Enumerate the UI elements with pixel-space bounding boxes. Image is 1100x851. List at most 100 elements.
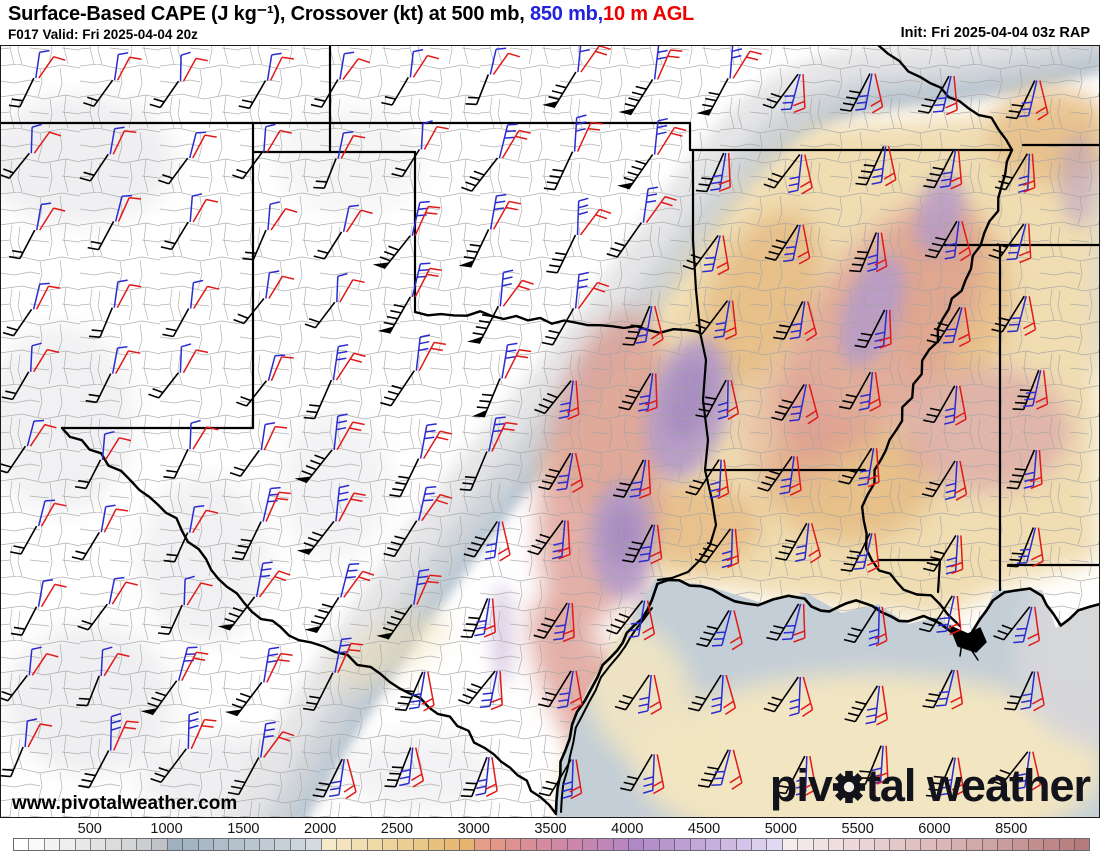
wind-barb: [103, 652, 130, 677]
wind-barb: [538, 759, 572, 797]
colorbar-cell: [444, 839, 460, 850]
wind-barb: [576, 121, 603, 152]
colorbar-cell: [890, 839, 906, 850]
wind-barb: [642, 186, 659, 223]
wind-barb: [729, 610, 743, 651]
wind-barb: [242, 229, 267, 261]
wind-barb: [944, 221, 960, 260]
wind-barb: [762, 73, 799, 109]
wind-barb: [726, 379, 740, 420]
river: [860, 148, 1014, 628]
wind-barb: [716, 235, 730, 276]
wind-barb: [1023, 449, 1038, 489]
wind-barb: [642, 754, 655, 794]
wind-barb: [991, 751, 1029, 786]
wind-barb: [788, 456, 802, 496]
wind-barb: [30, 123, 42, 154]
wind-barb: [103, 508, 129, 533]
wind-barb: [858, 372, 874, 411]
wind-barb: [504, 349, 532, 379]
wind-barb: [417, 485, 437, 521]
wind-barb: [497, 521, 511, 562]
wind-barb: [839, 73, 871, 112]
logo-text-left: piv: [769, 760, 833, 811]
wind-barb: [1013, 606, 1033, 644]
wind-barb: [709, 459, 722, 499]
wind-barb: [569, 759, 583, 800]
wind-barb: [926, 306, 961, 344]
colorbar-cell: [582, 839, 599, 850]
wind-barb: [1006, 223, 1027, 261]
wind-barb: [1023, 296, 1037, 336]
wind-barb: [557, 670, 574, 709]
wind-barb: [1007, 296, 1027, 333]
wind-barb: [263, 123, 276, 153]
wind-barb: [651, 754, 665, 795]
mississippi-delta: [949, 625, 987, 661]
wind-barb: [2, 308, 33, 337]
colorbar-cell: [1074, 839, 1090, 850]
wind-barb: [265, 270, 280, 299]
wind-barb: [682, 235, 719, 271]
wind-barb: [177, 646, 198, 681]
wind-barb: [726, 528, 740, 569]
wind-barb: [414, 267, 442, 298]
wind-barb: [628, 600, 646, 639]
wind-barb: [546, 234, 577, 274]
wind-barb: [696, 609, 730, 648]
wind-barb: [566, 380, 580, 420]
colorbar-cell: [183, 839, 199, 850]
wind-barb: [1006, 449, 1036, 490]
wind-barb: [702, 78, 729, 116]
wind-barb: [231, 681, 263, 717]
wind-barb: [77, 603, 108, 631]
colorbar-cell: [521, 839, 537, 850]
wind-barb: [764, 224, 799, 261]
colorbar-cell: [629, 839, 645, 850]
wind-barb: [383, 520, 418, 558]
wind-barb: [183, 575, 195, 606]
wind-barb: [780, 74, 801, 111]
wind-barb: [923, 534, 957, 572]
wind-barb: [883, 146, 897, 187]
wind-barb: [39, 207, 66, 231]
wind-barb: [717, 380, 729, 420]
wind-barb: [335, 352, 366, 381]
wind-barb: [100, 646, 113, 676]
wind-barb: [723, 674, 737, 716]
wind-barb: [345, 209, 373, 233]
colorbar-cell: [475, 839, 491, 850]
colorbar-cell: [644, 839, 660, 850]
page-title: Surface-Based CAPE (J kg⁻¹), Crossover (…: [8, 1, 694, 26]
wind-barb: [236, 380, 268, 407]
wind-barb: [260, 422, 276, 451]
watermark: www.pivotalweather.com: [12, 793, 238, 814]
wind-barb: [420, 120, 433, 150]
wind-barb: [958, 221, 972, 262]
colorbar-cell: [137, 839, 153, 850]
wind-barb: [803, 755, 817, 796]
wind-barb: [337, 642, 363, 674]
wind-barb: [148, 372, 180, 399]
wind-barb: [415, 334, 431, 371]
wind-barb: [383, 296, 411, 334]
wind-barb: [337, 131, 354, 159]
wind-barb: [919, 595, 953, 633]
wind-barb: [189, 193, 203, 223]
wind-barb: [950, 669, 964, 710]
wind-barb: [580, 45, 612, 73]
colorbar-tick-label: 1000: [150, 821, 183, 837]
wind-barb: [32, 282, 50, 310]
colorbar-cell: [721, 839, 737, 850]
wind-barb: [474, 598, 491, 637]
wind-barb: [766, 603, 800, 641]
wind-barb: [558, 380, 574, 420]
wind-barb: [259, 721, 276, 758]
wind-barb-flag: [217, 623, 234, 631]
colorbar-cell: [506, 839, 522, 850]
wind-barb-flag: [458, 260, 474, 268]
wind-barb: [656, 126, 687, 155]
colorbar-tick-label: 8500: [995, 821, 1028, 837]
wind-barb: [1016, 527, 1037, 565]
wind-barb: [78, 750, 110, 789]
